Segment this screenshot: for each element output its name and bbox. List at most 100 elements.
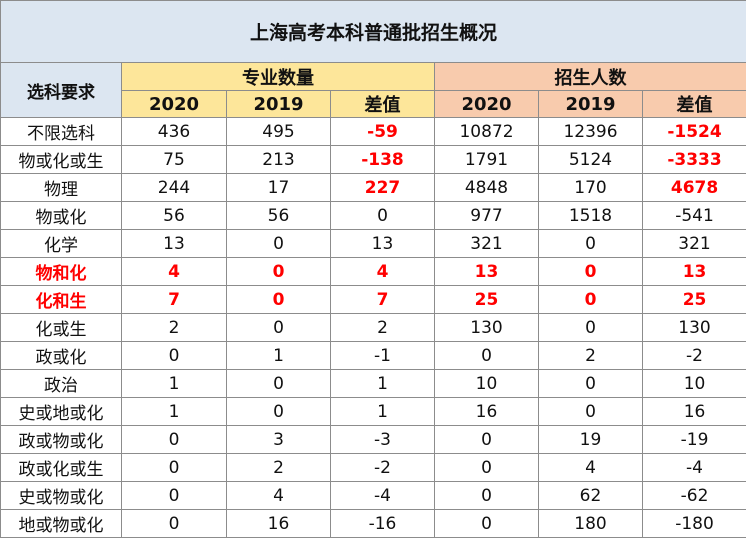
table-cell: 0	[330, 201, 435, 230]
row-name: 物或化	[0, 201, 122, 230]
table-cell: -3333	[641, 145, 746, 174]
table-cell: -541	[641, 201, 746, 230]
row-name: 物和化	[0, 257, 122, 286]
sub-header: 2019	[226, 90, 331, 118]
sub-header: 差值	[641, 90, 746, 118]
table-row: 化学 13 0 13 321 0 321	[0, 229, 746, 258]
group-header-majors: 专业数量	[121, 62, 435, 91]
row-name: 政或化或生	[0, 453, 122, 482]
table-cell: 0	[121, 509, 227, 538]
sub-header: 2019	[538, 90, 643, 118]
table-cell: 0	[121, 425, 227, 454]
table-cell: -19	[641, 425, 746, 454]
table-cell: 0	[121, 341, 227, 370]
table-cell: 130	[434, 313, 539, 342]
table-cell: -138	[330, 145, 435, 174]
table-cell: 0	[434, 509, 539, 538]
table-row: 物或化或生 75 213 -138 1791 5124 -3333	[0, 145, 746, 174]
table-cell: 0	[538, 369, 643, 398]
row-name: 化和生	[0, 285, 122, 314]
table-cell: -4	[330, 481, 435, 510]
table-cell: 4848	[434, 173, 539, 202]
row-name: 化或生	[0, 313, 122, 342]
table-row: 政或化 0 1 -1 0 2 -2	[0, 341, 746, 370]
table-cell: 1	[330, 369, 435, 398]
row-name: 史或物或化	[0, 481, 122, 510]
table-row: 政或物或化 0 3 -3 0 19 -19	[0, 425, 746, 454]
table-cell: 170	[538, 173, 643, 202]
table-cell: -4	[641, 453, 746, 482]
row-name: 地或物或化	[0, 509, 122, 538]
table-row: 化和生 7 0 7 25 0 25	[0, 285, 746, 314]
table-cell: 7	[330, 285, 435, 314]
table-cell: 0	[226, 229, 331, 258]
table-cell: 16	[641, 397, 746, 426]
table-cell: 0	[226, 257, 331, 286]
table-cell: 13	[434, 257, 539, 286]
table-cell: -180	[641, 509, 746, 538]
table-cell: 10872	[434, 117, 539, 146]
table-cell: -1	[330, 341, 435, 370]
table-row: 史或物或化 0 4 -4 0 62 -62	[0, 481, 746, 510]
table-cell: 2	[330, 313, 435, 342]
table-cell: 1	[121, 369, 227, 398]
table-cell: 321	[641, 229, 746, 258]
table-cell: 0	[434, 481, 539, 510]
table-cell: 1	[226, 341, 331, 370]
sub-header: 差值	[330, 90, 435, 118]
table-cell: 4	[226, 481, 331, 510]
table-cell: 0	[538, 229, 643, 258]
group-header-enrollment: 招生人数	[433, 62, 746, 91]
table-row: 物或化 56 56 0 977 1518 -541	[0, 201, 746, 230]
row-name: 物理	[0, 173, 122, 202]
table-cell: 0	[434, 425, 539, 454]
table-cell: -2	[641, 341, 746, 370]
table-cell: 25	[641, 285, 746, 314]
table-cell: 977	[434, 201, 539, 230]
table-row: 政或化或生 0 2 -2 0 4 -4	[0, 453, 746, 482]
table-cell: 0	[226, 369, 331, 398]
table-cell: 0	[538, 397, 643, 426]
table-cell: 4	[121, 257, 227, 286]
table-cell: 0	[434, 341, 539, 370]
table-cell: 495	[226, 117, 331, 146]
row-name: 化学	[0, 229, 122, 258]
table-cell: -59	[330, 117, 435, 146]
table-cell: 2	[538, 341, 643, 370]
table-cell: -62	[641, 481, 746, 510]
table-cell: 25	[434, 285, 539, 314]
table-cell: -1524	[641, 117, 746, 146]
table-cell: 10	[434, 369, 539, 398]
table-cell: 0	[538, 313, 643, 342]
table-cell: -3	[330, 425, 435, 454]
table-cell: 0	[434, 453, 539, 482]
table-cell: 4678	[641, 173, 746, 202]
table-cell: 10	[641, 369, 746, 398]
table-cell: 0	[538, 257, 643, 286]
table-cell: 16	[226, 509, 331, 538]
row-name: 不限选科	[0, 117, 122, 146]
table-cell: 1791	[434, 145, 539, 174]
table-cell: 0	[226, 285, 331, 314]
table-cell: 0	[226, 397, 331, 426]
table-row: 政治 1 0 1 10 0 10	[0, 369, 746, 398]
table-cell: 1	[121, 397, 227, 426]
row-name: 史或地或化	[0, 397, 122, 426]
table-cell: 0	[538, 285, 643, 314]
table-cell: 13	[641, 257, 746, 286]
table-cell: 244	[121, 173, 227, 202]
sub-header: 2020	[121, 90, 227, 118]
table-row: 不限选科 436 495 -59 10872 12396 -1524	[0, 117, 746, 146]
table-cell: 4	[330, 257, 435, 286]
table-cell: 130	[641, 313, 746, 342]
table-cell: 180	[538, 509, 643, 538]
table-cell: 17	[226, 173, 331, 202]
table-cell: 12396	[538, 117, 643, 146]
table-row: 物和化 4 0 4 13 0 13	[0, 257, 746, 286]
row-name: 物或化或生	[0, 145, 122, 174]
table-cell: 2	[226, 453, 331, 482]
table-cell: 321	[434, 229, 539, 258]
table-cell: 56	[121, 201, 227, 230]
